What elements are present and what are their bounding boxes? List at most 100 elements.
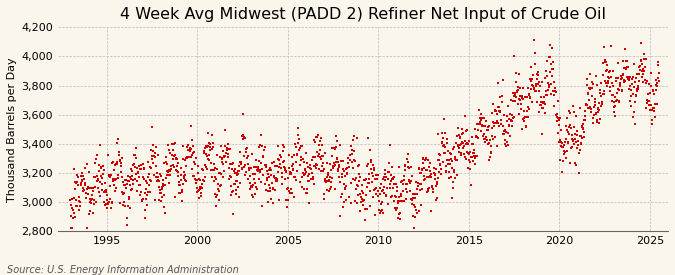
Point: [572, 139, 583, 143]
Point: [217, 148, 228, 153]
Point: [548, 89, 559, 93]
Point: [288, 161, 298, 166]
Point: [186, 147, 196, 152]
Point: [334, 165, 345, 169]
Point: [394, 164, 405, 169]
Point: [439, 143, 450, 147]
Point: [225, 174, 236, 178]
Point: [148, 154, 159, 159]
Point: [308, 164, 319, 168]
Point: [464, 160, 475, 164]
Point: [69, 196, 80, 200]
Point: [431, 196, 442, 201]
Point: [398, 174, 409, 178]
Point: [596, 81, 607, 86]
Point: [274, 198, 285, 202]
Point: [78, 188, 88, 193]
Point: [264, 183, 275, 187]
Point: [500, 128, 511, 133]
Point: [325, 184, 336, 189]
Point: [200, 144, 211, 148]
Point: [76, 179, 87, 183]
Point: [411, 211, 422, 215]
Point: [446, 174, 456, 179]
Point: [561, 156, 572, 161]
Point: [315, 169, 326, 173]
Point: [584, 85, 595, 90]
Point: [438, 160, 449, 164]
Point: [608, 99, 619, 104]
Point: [356, 195, 367, 199]
Point: [211, 193, 222, 197]
Point: [148, 161, 159, 165]
Point: [622, 75, 633, 79]
Point: [400, 163, 410, 167]
Point: [506, 119, 517, 123]
Point: [269, 175, 279, 179]
Point: [539, 102, 550, 106]
Point: [247, 185, 258, 189]
Point: [194, 188, 205, 192]
Point: [558, 148, 569, 153]
Point: [546, 82, 557, 86]
Point: [484, 141, 495, 145]
Point: [418, 178, 429, 183]
Point: [296, 144, 307, 148]
Point: [124, 196, 134, 201]
Point: [306, 177, 317, 181]
Point: [294, 163, 305, 167]
Point: [574, 170, 585, 175]
Point: [518, 86, 529, 90]
Point: [307, 171, 318, 175]
Point: [586, 86, 597, 90]
Point: [497, 78, 508, 82]
Point: [144, 190, 155, 194]
Point: [277, 182, 288, 186]
Point: [591, 82, 602, 87]
Point: [190, 177, 201, 182]
Point: [576, 136, 587, 141]
Point: [442, 158, 453, 162]
Point: [346, 201, 356, 205]
Point: [651, 84, 662, 88]
Point: [207, 147, 217, 152]
Point: [652, 81, 663, 86]
Point: [557, 145, 568, 150]
Point: [570, 137, 580, 141]
Point: [580, 114, 591, 119]
Point: [364, 181, 375, 185]
Point: [547, 60, 558, 64]
Point: [342, 166, 352, 170]
Point: [545, 92, 556, 97]
Point: [630, 80, 641, 84]
Point: [171, 164, 182, 168]
Point: [271, 177, 282, 181]
Point: [388, 177, 399, 181]
Point: [543, 80, 554, 85]
Point: [437, 136, 448, 141]
Point: [69, 186, 80, 191]
Point: [307, 177, 318, 181]
Point: [467, 155, 478, 160]
Point: [420, 177, 431, 182]
Point: [299, 186, 310, 191]
Point: [76, 174, 86, 178]
Point: [431, 183, 441, 188]
Point: [71, 181, 82, 185]
Point: [408, 226, 419, 230]
Point: [393, 201, 404, 205]
Point: [531, 84, 541, 88]
Point: [501, 143, 512, 148]
Point: [364, 147, 375, 152]
Point: [67, 206, 78, 211]
Point: [295, 180, 306, 185]
Point: [165, 151, 176, 156]
Point: [456, 151, 466, 156]
Point: [369, 212, 380, 217]
Point: [90, 200, 101, 204]
Point: [181, 164, 192, 169]
Point: [381, 194, 392, 198]
Point: [105, 197, 116, 201]
Point: [437, 140, 448, 145]
Point: [199, 149, 210, 153]
